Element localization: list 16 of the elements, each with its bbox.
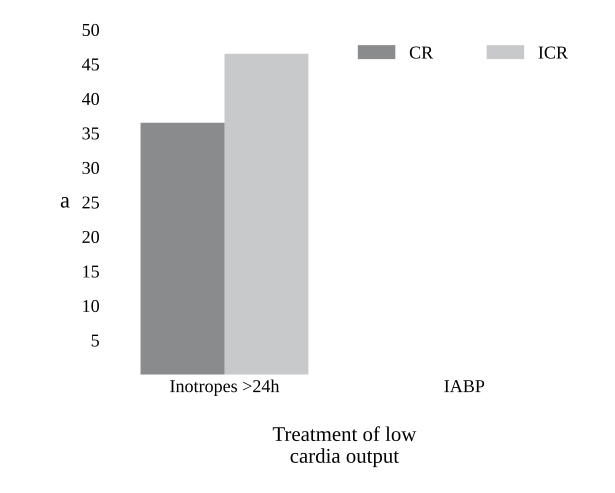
y-axis-title: a [60, 197, 70, 208]
y-tick-label: 30 [82, 162, 99, 174]
y-tick-label: 10 [83, 300, 99, 312]
legend-label: CR [410, 46, 434, 59]
y-tick-label: 50 [82, 24, 99, 36]
y-tick-label: 45 [82, 58, 99, 71]
y-tick-label: 35 [82, 127, 99, 140]
y-tick-label: 20 [82, 230, 99, 244]
y-tick-label: 15 [83, 265, 99, 278]
x-tick-label: Inotropes >24h [170, 380, 280, 396]
y-tick-label: 5 [92, 334, 99, 347]
y-tick-label: 25 [82, 196, 99, 209]
x-axis-title: Treatment of low cardia output [272, 426, 416, 468]
legend-label: ICR [538, 46, 568, 59]
x-tick-label: IABP [444, 380, 484, 392]
y-tick-label: 40 [82, 92, 99, 106]
